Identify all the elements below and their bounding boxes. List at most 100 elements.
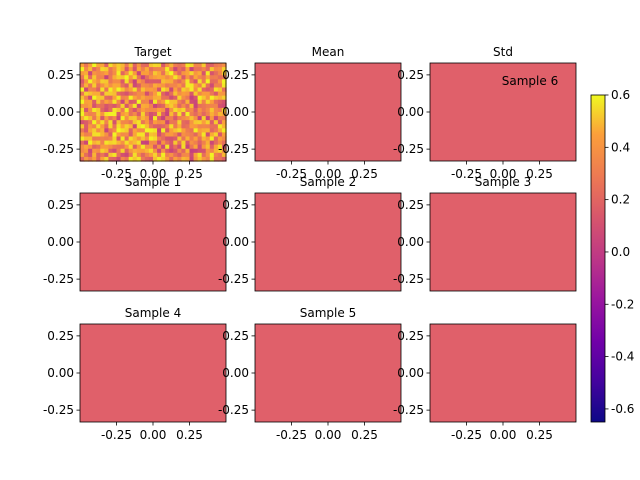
heatmap-cell [213, 116, 219, 121]
x-tick-label: -0.25 [451, 428, 482, 442]
heatmap-cell [173, 99, 178, 105]
heatmap-cell [209, 63, 215, 68]
heatmap-cell [116, 148, 122, 154]
heatmap-cell [144, 128, 150, 134]
heatmap-cell [92, 140, 97, 146]
heatmap-cell [144, 144, 150, 150]
heatmap-cell [96, 107, 101, 113]
heatmap-cell [221, 112, 227, 117]
heatmap-cell [205, 156, 211, 162]
heatmap-cell [169, 144, 174, 150]
heatmap-cell [92, 91, 97, 97]
heatmap-cell [173, 71, 178, 76]
heatmap-cell [165, 148, 170, 154]
heatmap-cell [148, 83, 154, 89]
heatmap-cell [181, 116, 187, 121]
heatmap-cell [197, 91, 203, 97]
heatmap-cell [112, 112, 118, 117]
heatmap-cell [132, 128, 138, 134]
heatmap-cell [201, 136, 207, 142]
heatmap-cell [185, 99, 191, 105]
heatmap-cell [80, 91, 85, 97]
heatmap-cell [84, 79, 89, 85]
colorbar-tick-label: -0.4 [611, 350, 634, 364]
heatmap-cell [148, 75, 154, 80]
heatmap-cell [157, 140, 162, 146]
heatmap-cell [108, 95, 114, 101]
heatmap-cell [108, 156, 114, 162]
heatmap-cell [161, 87, 166, 93]
heatmap-cell [189, 132, 195, 138]
heatmap-cell [112, 152, 118, 158]
heatmap-cell [161, 140, 166, 146]
colorbar-tick-label: 0.6 [611, 88, 630, 102]
heatmap-cell [209, 128, 215, 134]
heatmap-cell [112, 83, 118, 89]
heatmap-cell [80, 87, 85, 93]
heatmap-cell [80, 112, 85, 117]
heatmap-cell [144, 79, 150, 85]
heatmap-cell [197, 79, 203, 85]
heatmap-cell [124, 120, 130, 125]
subplot-title: Sample 2 [300, 175, 356, 189]
heatmap-cell [181, 107, 187, 113]
heatmap-cell [96, 103, 101, 109]
y-tick-label: 0.25 [47, 198, 74, 212]
heatmap-cell [181, 136, 187, 142]
heatmap-cell [157, 83, 162, 89]
heatmap-cell [169, 67, 174, 72]
heatmap-cell [205, 120, 211, 125]
heatmap-cell [161, 112, 166, 117]
heatmap-cell [157, 112, 162, 117]
heatmap-cell [189, 107, 195, 113]
heatmap-cell [96, 79, 101, 85]
heatmap-cell [128, 103, 134, 109]
heatmap-cell [193, 120, 199, 125]
heatmap-cell [112, 132, 118, 138]
heatmap-cell [201, 152, 207, 158]
heatmap-cell [80, 156, 85, 162]
heatmap-cell [221, 75, 227, 80]
heatmap-cell [120, 140, 126, 146]
heatmap-cell [92, 67, 97, 72]
heatmap-cell [112, 120, 118, 125]
heatmap-cell [193, 128, 199, 134]
heatmap-cell [213, 112, 219, 117]
heatmap-cell [108, 75, 114, 80]
heatmap-cell [128, 116, 134, 121]
heatmap-cell [124, 107, 130, 113]
heatmap-cell [209, 116, 215, 121]
heatmap-cell [136, 156, 142, 162]
heatmap-cell [209, 112, 215, 117]
heatmap-cell [132, 156, 138, 162]
subplot-title: Mean [312, 45, 345, 59]
heatmap-cell [100, 112, 105, 117]
heatmap-cell [201, 140, 207, 146]
heatmap-cell [104, 103, 109, 109]
subplot-6: 0.25 0.00 -0.25 Sample 3 [393, 175, 577, 292]
heatmap-cell [201, 91, 207, 97]
heatmap-cell [120, 136, 126, 142]
heatmap-cell [193, 132, 199, 138]
heatmap-cell [104, 112, 109, 117]
heatmap-cell [116, 132, 122, 138]
subplot-title: Target [133, 45, 171, 59]
heatmap-cell [209, 132, 215, 138]
heatmap-cell [181, 124, 187, 129]
heatmap-cell [96, 99, 101, 105]
heatmap-cell [80, 140, 85, 146]
heatmap-cell [185, 91, 191, 97]
heatmap-cell [80, 116, 85, 121]
heatmap-cell [112, 63, 118, 68]
heatmap-cell [177, 87, 182, 93]
heatmap-cell [165, 87, 170, 93]
heatmap-cell [148, 144, 154, 150]
y-tick-label: 0.25 [397, 198, 424, 212]
y-tick-label: 0.25 [222, 329, 249, 343]
heatmap-cell [169, 152, 174, 158]
heatmap-cell [116, 67, 122, 72]
heatmap-cell [205, 99, 211, 105]
heatmap-cell [173, 103, 178, 109]
heatmap-cell [177, 144, 182, 150]
x-tick-label: 0.00 [315, 167, 342, 181]
